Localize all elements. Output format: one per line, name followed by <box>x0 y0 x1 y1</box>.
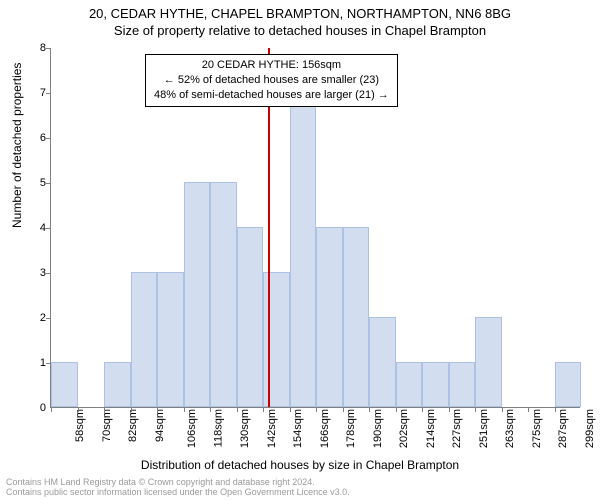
histogram-bar <box>475 317 502 407</box>
x-tick-mark <box>449 407 450 412</box>
caption: Contains HM Land Registry data © Crown c… <box>6 478 350 498</box>
histogram-bar <box>237 227 264 407</box>
histogram-bar <box>290 92 317 407</box>
y-tick-label: 4 <box>26 222 46 234</box>
title-block: 20, CEDAR HYTHE, CHAPEL BRAMPTON, NORTHA… <box>0 0 600 40</box>
caption-line-2: Contains public sector information licen… <box>6 488 350 498</box>
x-tick-mark <box>184 407 185 412</box>
histogram-bar <box>263 272 290 407</box>
x-axis-title: Distribution of detached houses by size … <box>0 458 600 472</box>
y-tick-label: 2 <box>26 312 46 324</box>
x-tick-label: 190sqm <box>372 409 384 448</box>
x-tick-label: 178sqm <box>345 409 357 448</box>
y-tick-mark <box>46 273 51 274</box>
y-tick-label: 1 <box>26 357 46 369</box>
x-tick-mark <box>131 407 132 412</box>
histogram-bar <box>343 227 370 407</box>
x-tick-mark <box>104 407 105 412</box>
x-tick-mark <box>502 407 503 412</box>
y-tick-label: 0 <box>26 402 46 414</box>
title-address: 20, CEDAR HYTHE, CHAPEL BRAMPTON, NORTHA… <box>0 6 600 23</box>
histogram-bar <box>51 362 78 407</box>
plot-area: 01234567858sqm70sqm82sqm94sqm106sqm118sq… <box>50 48 580 408</box>
chart-container: 20, CEDAR HYTHE, CHAPEL BRAMPTON, NORTHA… <box>0 0 600 500</box>
histogram-bar <box>422 362 449 407</box>
x-tick-label: 82sqm <box>127 409 139 442</box>
y-axis-title: Number of detached properties <box>10 63 24 228</box>
x-tick-mark <box>316 407 317 412</box>
x-tick-mark <box>237 407 238 412</box>
info-box: 20 CEDAR HYTHE: 156sqm ← 52% of detached… <box>145 54 398 107</box>
x-tick-mark <box>396 407 397 412</box>
y-tick-mark <box>46 93 51 94</box>
info-line-3: 48% of semi-detached houses are larger (… <box>154 88 389 103</box>
y-tick-mark <box>46 318 51 319</box>
x-tick-label: 214sqm <box>425 409 437 448</box>
info-line-1: 20 CEDAR HYTHE: 156sqm <box>154 58 389 73</box>
y-tick-mark <box>46 228 51 229</box>
x-tick-label: 154sqm <box>292 409 304 448</box>
y-tick-mark <box>46 138 51 139</box>
x-tick-label: 287sqm <box>557 409 569 448</box>
x-tick-mark <box>422 407 423 412</box>
histogram-bar <box>157 272 184 407</box>
histogram-bar <box>449 362 476 407</box>
x-tick-mark <box>555 407 556 412</box>
x-tick-label: 202sqm <box>398 409 410 448</box>
x-tick-mark <box>210 407 211 412</box>
y-tick-mark <box>46 183 51 184</box>
x-tick-label: 166sqm <box>319 409 331 448</box>
x-tick-label: 94sqm <box>154 409 166 442</box>
x-tick-mark <box>78 407 79 412</box>
x-tick-mark <box>528 407 529 412</box>
info-line-2: ← 52% of detached houses are smaller (23… <box>154 73 389 88</box>
x-tick-label: 70sqm <box>101 409 113 442</box>
x-tick-mark <box>51 407 52 412</box>
x-tick-mark <box>369 407 370 412</box>
histogram-bar <box>316 227 343 407</box>
histogram-bar <box>210 182 237 407</box>
histogram-bar <box>104 362 131 407</box>
x-tick-label: 130sqm <box>239 409 251 448</box>
y-tick-label: 5 <box>26 177 46 189</box>
histogram-bar <box>369 317 396 407</box>
x-tick-mark <box>263 407 264 412</box>
histogram-bar <box>184 182 211 407</box>
x-tick-mark <box>157 407 158 412</box>
x-tick-label: 58sqm <box>74 409 86 442</box>
x-tick-label: 263sqm <box>504 409 516 448</box>
x-tick-mark <box>290 407 291 412</box>
x-tick-label: 118sqm <box>212 409 224 447</box>
histogram-bar <box>555 362 582 407</box>
x-tick-label: 142sqm <box>266 409 278 448</box>
x-tick-label: 275sqm <box>531 409 543 448</box>
histogram-bar <box>396 362 423 407</box>
x-tick-label: 106sqm <box>186 409 198 448</box>
y-tick-label: 3 <box>26 267 46 279</box>
y-tick-label: 8 <box>26 42 46 54</box>
title-subtitle: Size of property relative to detached ho… <box>0 23 600 40</box>
histogram-bar <box>131 272 158 407</box>
x-tick-label: 299sqm <box>584 409 596 448</box>
y-tick-mark <box>46 48 51 49</box>
x-tick-mark <box>475 407 476 412</box>
x-tick-label: 251sqm <box>478 409 490 448</box>
x-tick-label: 227sqm <box>451 409 463 448</box>
y-tick-label: 7 <box>26 87 46 99</box>
x-tick-mark <box>343 407 344 412</box>
y-tick-label: 6 <box>26 132 46 144</box>
